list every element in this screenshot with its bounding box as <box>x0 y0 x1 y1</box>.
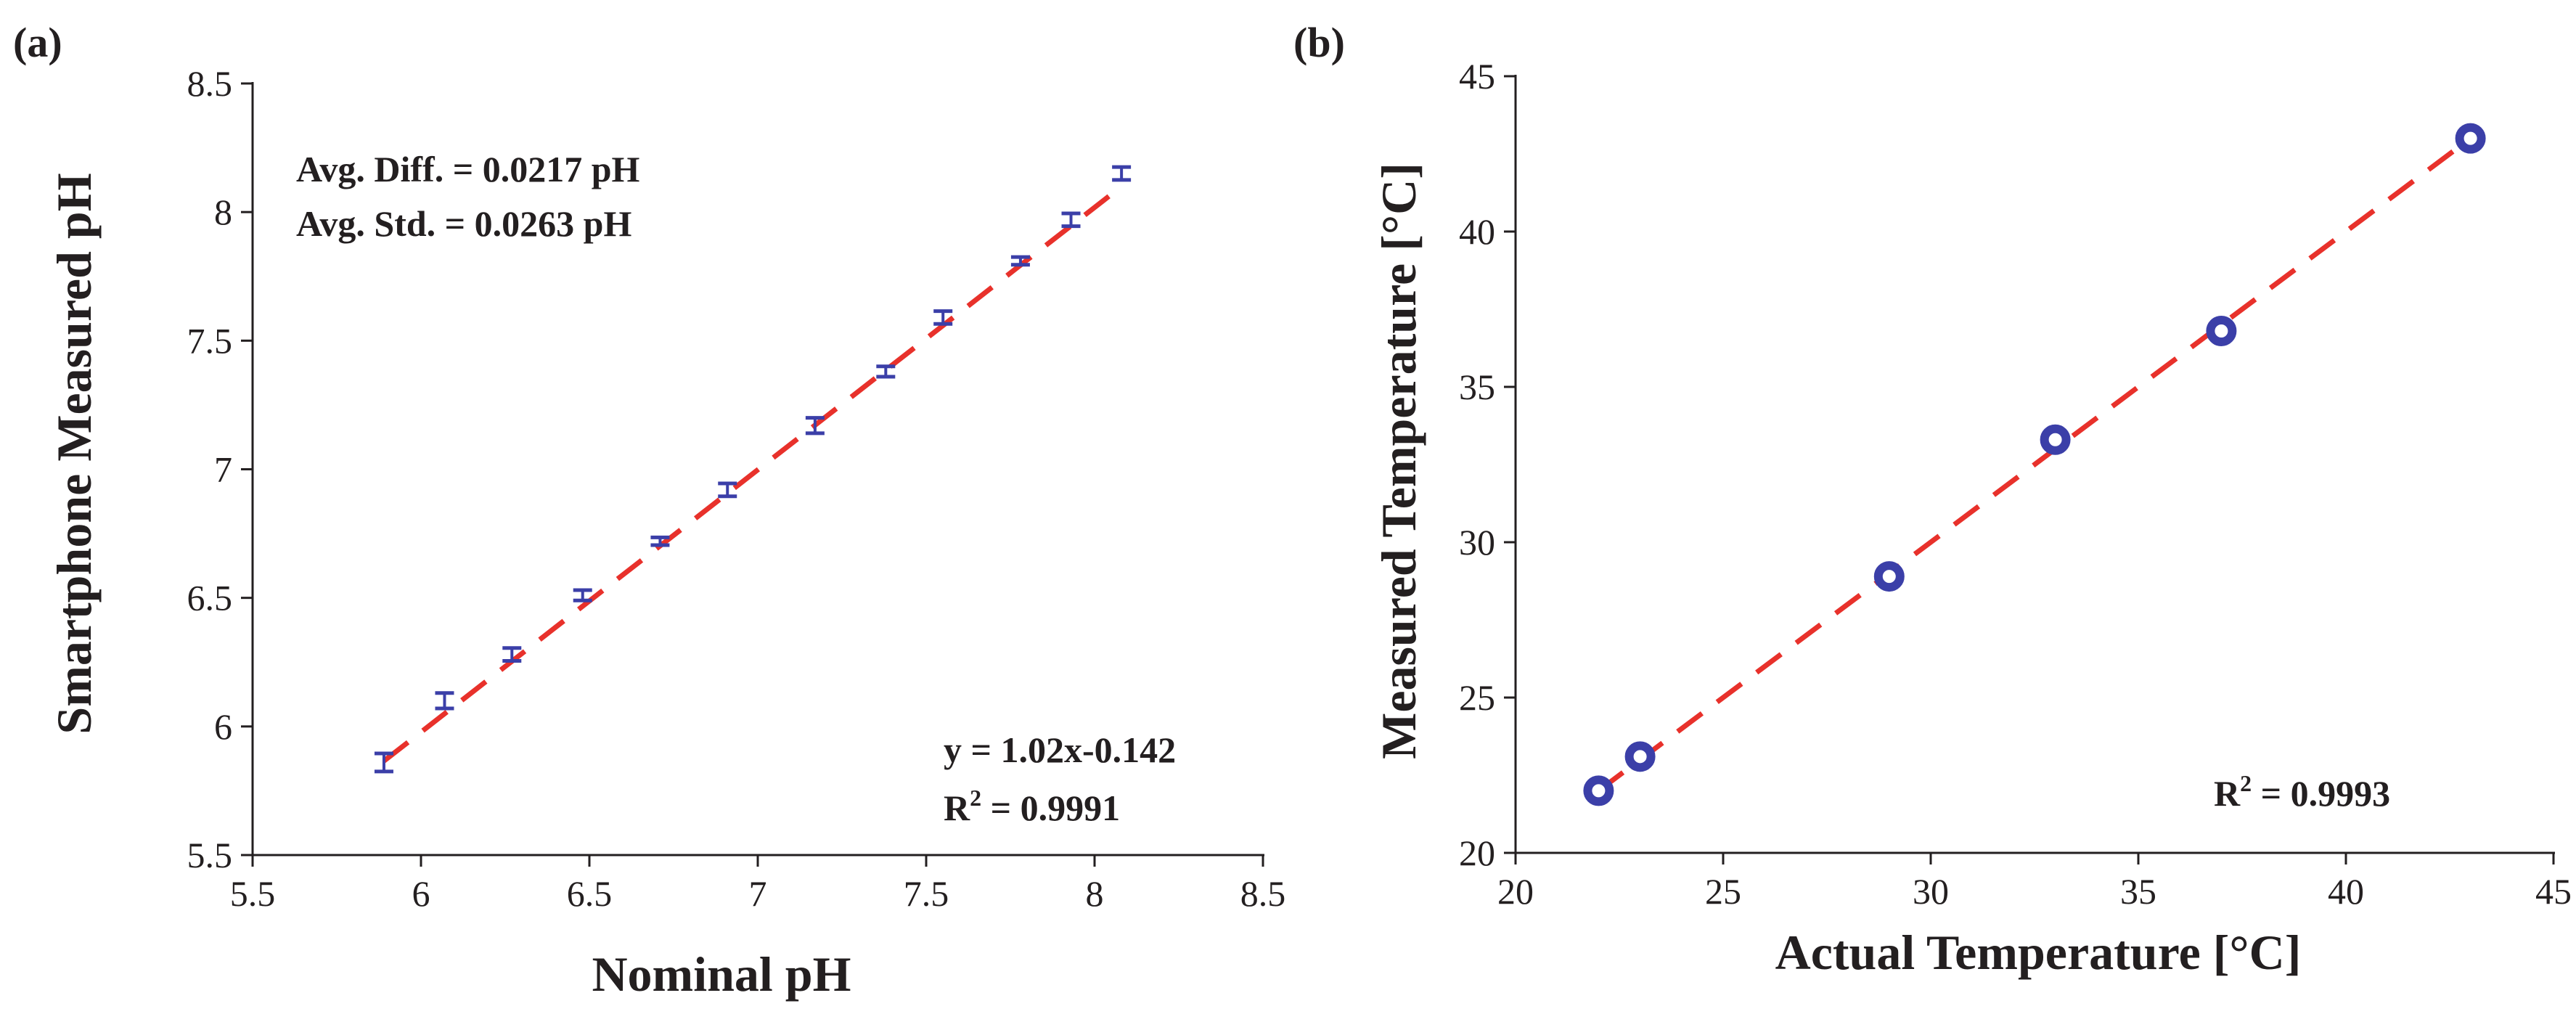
panel-a-y-tick-label: 6.5 <box>187 578 233 618</box>
panel-a-errorbar-point <box>1010 255 1030 267</box>
panel-a-x-tick-label: 8.5 <box>1240 873 1286 914</box>
panel-b-data-point <box>1873 561 1905 592</box>
panel-a-avg-std: Avg. Std. = 0.0263 pH <box>296 203 631 244</box>
panel-b-data-point <box>2040 424 2071 455</box>
panel-a-r2-value: = 0.9991 <box>981 788 1120 828</box>
panel-a-r2-label: R <box>944 788 970 828</box>
panel-a-errorbar-point <box>435 691 454 711</box>
panel-b-plot: 20 25 30 35 40 45 20 25 30 35 40 45 <box>1459 56 2572 912</box>
panel-b-x-tick-label: 35 <box>2120 871 2156 912</box>
panel-a-errorbar-point <box>805 416 825 436</box>
panel-a-fit-line <box>382 184 1124 764</box>
panel-b-data-point <box>1583 775 1614 806</box>
panel-a-label: (a) <box>13 19 62 66</box>
panel-b-r2: R2 = 0.9993 <box>2214 770 2390 814</box>
panel-b-x-tick-label: 30 <box>1913 871 1949 912</box>
panel-b-y-tick-label: 30 <box>1459 522 1495 563</box>
panel-a-errorbar-point <box>1061 211 1081 229</box>
panel-a-x-tick-label: 5.5 <box>230 873 276 914</box>
panel-a-y-tick-label: 7.5 <box>187 320 233 361</box>
panel-b-r2-label: R <box>2214 773 2241 814</box>
panel-b-data-point <box>2455 123 2486 154</box>
panel-b-label: (b) <box>1293 19 1345 66</box>
panel-a-x-tick-label: 6 <box>412 873 430 914</box>
panel-a-y-tick-label: 8.5 <box>187 63 233 104</box>
panel-a-x-title: Nominal pH <box>592 947 851 1002</box>
panel-a-avg-diff: Avg. Diff. = 0.0217 pH <box>296 149 639 189</box>
panel-a-y-tick-label: 8 <box>214 192 232 232</box>
panel-b-data-point <box>1624 741 1656 772</box>
panel-b-x-tick-label: 40 <box>2328 871 2364 912</box>
panel-b-data-point <box>2206 315 2237 346</box>
panel-b-x-tick-label: 45 <box>2535 871 2572 912</box>
panel-a-errorbar-point <box>374 751 393 774</box>
panel-b-y-tick-label: 35 <box>1459 367 1495 407</box>
panel-a-y-tick-label: 5.5 <box>187 835 233 875</box>
panel-b-r2-value: = 0.9993 <box>2252 773 2390 814</box>
panel-a-y-title: Smartphone Measured pH <box>46 173 102 734</box>
panel-a-errorbar-point <box>650 535 670 547</box>
panel-b-r2-sup: 2 <box>2240 770 2252 796</box>
panel-b-x-title: Actual Temperature [°C] <box>1775 925 2302 980</box>
panel-a-errorbar-point <box>718 481 737 499</box>
panel-a-errorbar-point <box>502 646 522 663</box>
panel-a-r2-sup: 2 <box>970 785 981 811</box>
panel-a-errorbar-point <box>876 364 896 379</box>
panel-a-errorbar-point <box>573 588 592 602</box>
panel-b-y-title: Measured Temperature [°C] <box>1371 163 1426 759</box>
panel-a-x-tick-label: 7.5 <box>904 873 949 914</box>
panel-b-y-tick-label: 20 <box>1459 833 1495 873</box>
panel-a-x-tick-label: 8 <box>1086 873 1104 914</box>
panel-a-y-tick-label: 7 <box>214 449 232 490</box>
panel-a-errorbar-point <box>1112 165 1132 182</box>
panel-b-y-tick-label: 40 <box>1459 211 1495 252</box>
panel-b-x-tick-label: 20 <box>1497 871 1534 912</box>
panel-b-x-tick-label: 25 <box>1705 871 1741 912</box>
panel-a-y-tick-label: 6 <box>214 706 232 747</box>
panel-a-x-tick-label: 7 <box>749 873 767 914</box>
panel-b-y-tick-label: 45 <box>1459 56 1495 97</box>
panel-b-y-tick-label: 25 <box>1459 677 1495 718</box>
panel-a-errorbar-point <box>933 309 953 326</box>
panel-a-plot: 5.5 6 6.5 7 7.5 8 8.5 5.5 6 6.5 7 7.5 8 8.5 <box>187 63 1286 914</box>
panel-a-x-tick-label: 6.5 <box>567 873 613 914</box>
panel-a-equation: y = 1.02x-0.142 <box>944 729 1176 770</box>
panel-a-r2: R2 = 0.9991 <box>944 785 1120 828</box>
panel-b-fit-line <box>1597 136 2472 793</box>
